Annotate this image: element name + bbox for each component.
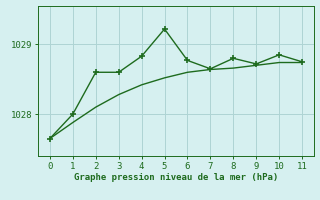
X-axis label: Graphe pression niveau de la mer (hPa): Graphe pression niveau de la mer (hPa) bbox=[74, 173, 278, 182]
